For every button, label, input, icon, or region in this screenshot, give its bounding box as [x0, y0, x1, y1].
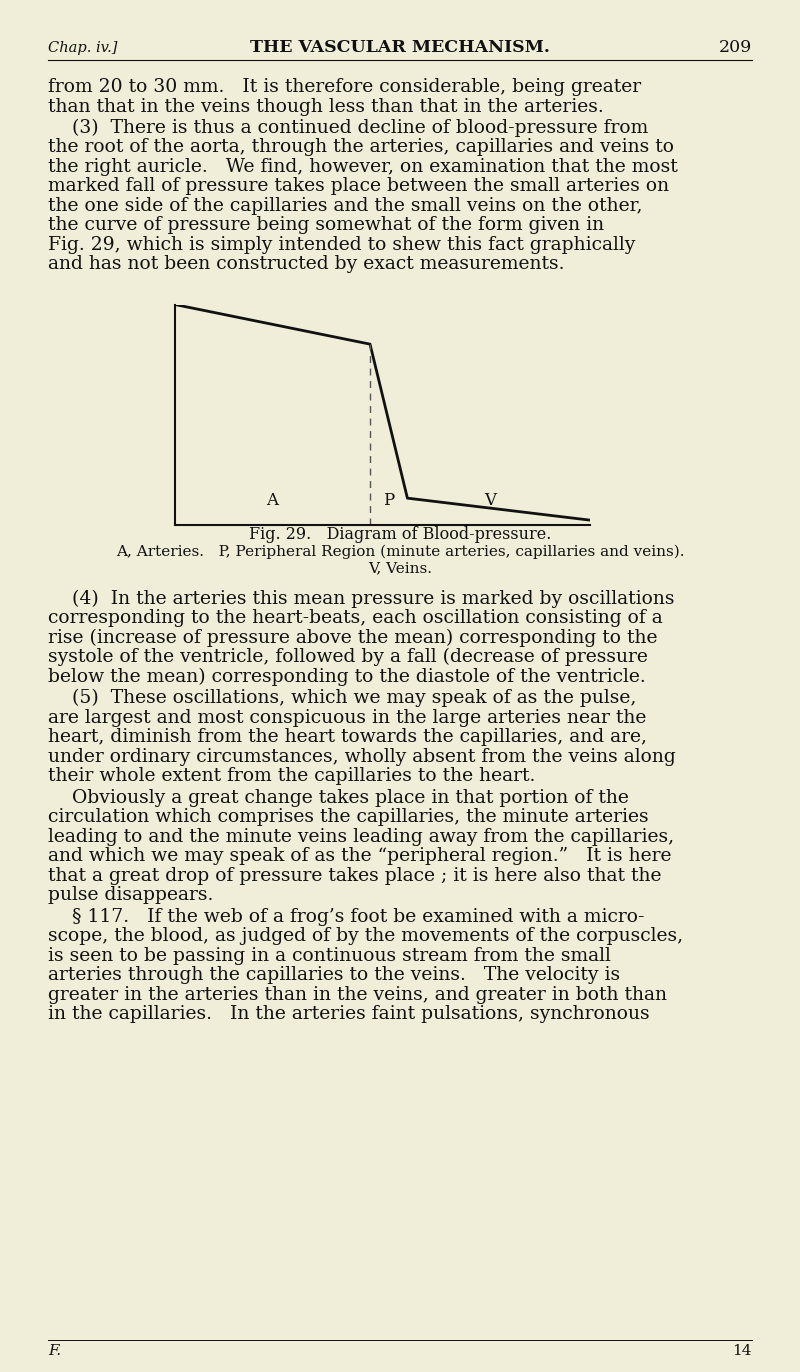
Text: that a great drop of pressure takes place ; it is here also that the: that a great drop of pressure takes plac…: [48, 867, 662, 885]
Text: pulse disappears.: pulse disappears.: [48, 886, 214, 904]
Text: corresponding to the heart-beats, each oscillation consisting of a: corresponding to the heart-beats, each o…: [48, 609, 662, 627]
Text: 209: 209: [718, 38, 752, 56]
Text: A, Arteries.   P, Peripheral Region (minute arteries, capillaries and veins).: A, Arteries. P, Peripheral Region (minut…: [116, 545, 684, 558]
Text: their whole extent from the capillaries to the heart.: their whole extent from the capillaries …: [48, 767, 535, 785]
Text: V, Veins.: V, Veins.: [368, 561, 432, 575]
Text: in the capillaries.   In the arteries faint pulsations, synchronous: in the capillaries. In the arteries fain…: [48, 1006, 650, 1024]
Text: the one side of the capillaries and the small veins on the other,: the one side of the capillaries and the …: [48, 198, 642, 215]
Text: (5)  These oscillations, which we may speak of as the pulse,: (5) These oscillations, which we may spe…: [48, 689, 636, 707]
Text: P: P: [383, 493, 394, 509]
Text: from 20 to 30 mm.   It is therefore considerable, being greater: from 20 to 30 mm. It is therefore consid…: [48, 78, 641, 96]
Text: below the mean) corresponding to the diastole of the ventricle.: below the mean) corresponding to the dia…: [48, 668, 646, 686]
Text: scope, the blood, as judged of by the movements of the corpuscles,: scope, the blood, as judged of by the mo…: [48, 927, 683, 945]
Text: heart, diminish from the heart towards the capillaries, and are,: heart, diminish from the heart towards t…: [48, 729, 647, 746]
Text: are largest and most conspicuous in the large arteries near the: are largest and most conspicuous in the …: [48, 709, 646, 727]
Text: Obviously a great change takes place in that portion of the: Obviously a great change takes place in …: [48, 789, 629, 807]
Text: arteries through the capillaries to the veins.   The velocity is: arteries through the capillaries to the …: [48, 966, 620, 984]
Text: Chap. iv.]: Chap. iv.]: [48, 41, 118, 55]
Text: (4)  In the arteries this mean pressure is marked by oscillations: (4) In the arteries this mean pressure i…: [48, 590, 674, 608]
Text: A: A: [266, 493, 278, 509]
Text: the curve of pressure being somewhat of the form given in: the curve of pressure being somewhat of …: [48, 217, 604, 235]
Text: is seen to be passing in a continuous stream from the small: is seen to be passing in a continuous st…: [48, 947, 611, 965]
Text: V: V: [485, 493, 496, 509]
Text: Fig. 29.   Diagram of Blood-pressure.: Fig. 29. Diagram of Blood-pressure.: [249, 525, 551, 542]
Text: than that in the veins though less than that in the arteries.: than that in the veins though less than …: [48, 97, 604, 115]
Text: and which we may speak of as the “peripheral region.”   It is here: and which we may speak of as the “periph…: [48, 847, 671, 866]
Text: systole of the ventricle, followed by a fall (decrease of pressure: systole of the ventricle, followed by a …: [48, 648, 648, 667]
Text: the right auricle.   We find, however, on examination that the most: the right auricle. We find, however, on …: [48, 158, 678, 176]
Text: THE VASCULAR MECHANISM.: THE VASCULAR MECHANISM.: [250, 38, 550, 56]
Text: F.: F.: [48, 1345, 61, 1358]
Text: § 117.   If the web of a frog’s foot be examined with a micro-: § 117. If the web of a frog’s foot be ex…: [48, 908, 645, 926]
Text: 14: 14: [733, 1345, 752, 1358]
Text: the root of the aorta, through the arteries, capillaries and veins to: the root of the aorta, through the arter…: [48, 139, 674, 156]
Text: circulation which comprises the capillaries, the minute arteries: circulation which comprises the capillar…: [48, 808, 649, 826]
Text: under ordinary circumstances, wholly absent from the veins along: under ordinary circumstances, wholly abs…: [48, 748, 676, 766]
Text: rise (increase of pressure above the mean) corresponding to the: rise (increase of pressure above the mea…: [48, 628, 658, 646]
Text: (3)  There is thus a continued decline of blood-pressure from: (3) There is thus a continued decline of…: [48, 119, 648, 137]
Text: leading to and the minute veins leading away from the capillaries,: leading to and the minute veins leading …: [48, 827, 674, 845]
Text: Fig. 29, which is simply intended to shew this fact graphically: Fig. 29, which is simply intended to she…: [48, 236, 635, 254]
Text: greater in the arteries than in the veins, and greater in both than: greater in the arteries than in the vein…: [48, 985, 667, 1003]
Text: marked fall of pressure takes place between the small arteries on: marked fall of pressure takes place betw…: [48, 177, 669, 195]
Text: and has not been constructed by exact measurements.: and has not been constructed by exact me…: [48, 255, 565, 273]
